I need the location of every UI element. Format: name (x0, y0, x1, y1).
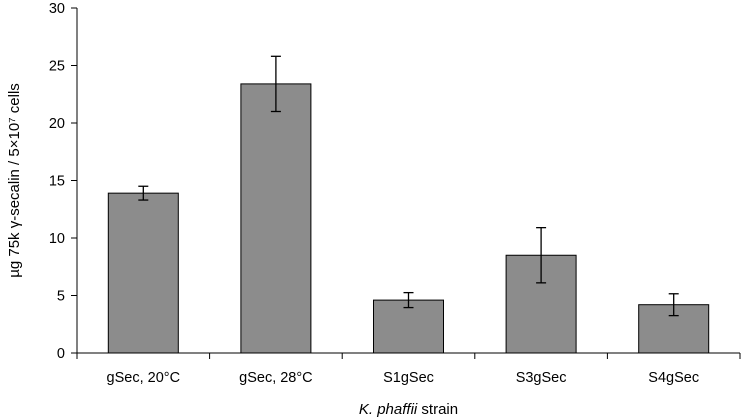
bar (240, 83, 312, 354)
y-tick-label: 25 (49, 59, 65, 75)
y-tick-label: 15 (49, 174, 65, 190)
chart-labels: 0 5 10 15 20 25 30 gSec, 20°C gSec, 28°C S1gSec S3… (49, 1, 699, 386)
y-tick-label: 10 (49, 231, 65, 247)
x-tick-label: gSec, 28°C (239, 370, 313, 386)
x-axis-title-rest: strain (417, 401, 458, 418)
chart-bars (107, 55, 710, 354)
x-tick-label: S3gSec (516, 370, 567, 386)
x-axis-title-italic: K. phaffii (359, 401, 418, 418)
y-tick-label: 0 (57, 346, 65, 362)
x-tick-label: S4gSec (648, 370, 699, 386)
y-tick-label: 30 (49, 1, 65, 17)
bar (107, 192, 179, 354)
x-axis-title: K. phaffii strain (359, 401, 458, 418)
y-axis-title: µg 75k γ-secalin / 5×10⁷ cells (6, 83, 23, 278)
x-tick-label: gSec, 20°C (107, 370, 181, 386)
chart-axes (71, 7, 741, 359)
bar (373, 299, 444, 354)
y-tick-label: 5 (57, 289, 65, 305)
y-tick-label: 20 (49, 116, 65, 132)
x-tick-label: S1gSec (383, 370, 434, 386)
